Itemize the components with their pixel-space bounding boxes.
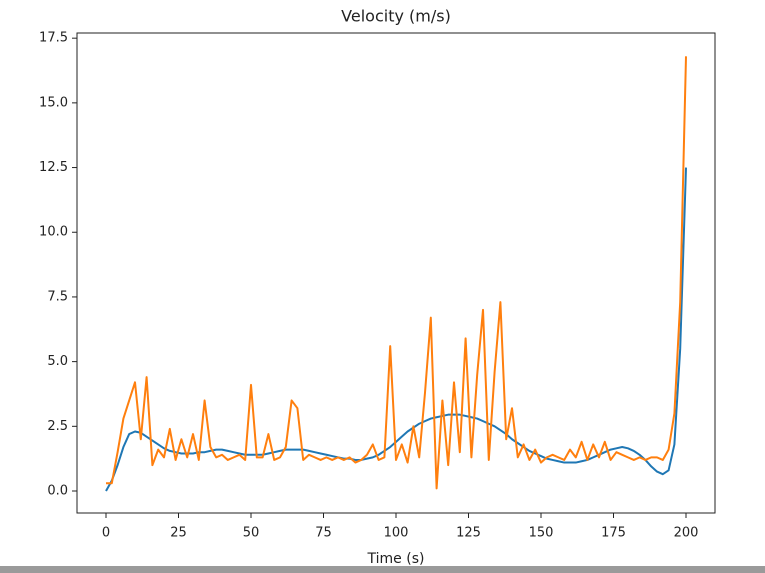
x-tick-label: 50 [243, 526, 260, 541]
y-tick-label: 5.0 [47, 354, 68, 369]
y-tick-label: 2.5 [47, 419, 68, 434]
bottom-bar [0, 566, 765, 573]
x-tick-label: 200 [674, 526, 699, 541]
x-tick-label: 0 [102, 526, 110, 541]
x-tick-label: 175 [601, 526, 626, 541]
y-tick-label: 0.0 [47, 484, 68, 499]
x-tick-label: 125 [456, 526, 481, 541]
x-tick-label: 100 [384, 526, 409, 541]
x-tick-label: 150 [529, 526, 554, 541]
y-tick-label: 10.0 [39, 225, 68, 240]
x-tick-label: 75 [315, 526, 332, 541]
chart-title: Velocity (m/s) [341, 7, 451, 26]
y-tick-label: 7.5 [47, 289, 68, 304]
y-tick-label: 17.5 [39, 31, 68, 46]
x-axis-label: Time (s) [367, 551, 425, 567]
data-line [106, 56, 687, 490]
x-tick-label: 25 [170, 526, 187, 541]
y-tick-label: 12.5 [39, 160, 68, 175]
plot-frame [76, 32, 716, 514]
y-tick-label: 15.0 [39, 95, 68, 110]
